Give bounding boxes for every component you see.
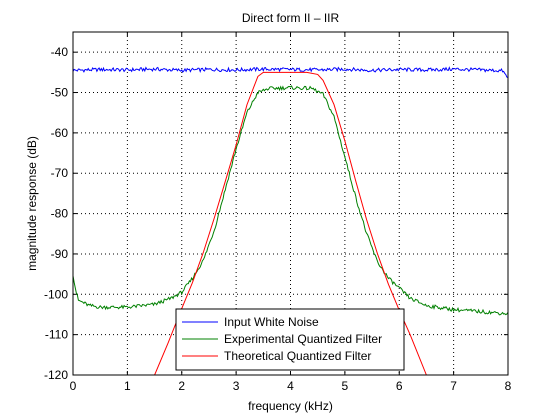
legend-label: Input White Noise [224,315,319,329]
axes: 0 1 2 3 4 5 6 7 8-40-50-60-70-80-90-100-110-120 … [44,31,512,393]
plot-border [72,31,509,376]
x-tick-label: 3 [233,379,240,393]
x-tick-label: 5 [342,379,349,393]
legend-label: Experimental Quantized Filter [224,332,382,346]
x-tick-label: 0 [70,379,77,393]
y-tick-label: -80 [51,207,69,221]
x-tick-label: 4 [287,379,294,393]
grid [73,32,508,375]
x-tick-label: 8 [505,379,512,393]
y-tick-label: -110 [45,328,68,342]
y-tick-label: -100 [44,287,68,301]
ticks: 0 1 2 3 4 5 6 7 8 -40 -50 -60 -70 -80 -90 -100 -110 -120 [44,32,512,393]
y-tick-label: -40 [51,45,69,59]
y-axis-title: magnitude response (dB) [25,136,39,271]
legend: Input White Noise Experimental Quantized … [175,308,405,371]
y-tick-label: -90 [51,247,69,261]
y-tick-label: -120 [44,368,68,382]
legend-label: Theoretical Quantized Filter [224,349,371,363]
series-line-experimental [73,85,508,316]
legend-box [175,308,405,371]
series [73,66,508,375]
x-tick-label: 2 [178,379,185,393]
x-tick-label: 6 [396,379,403,393]
y-tick-label: -50 [51,86,69,100]
series-line-input-white-noise [73,66,508,79]
series-line-theoretical [154,71,427,375]
x-tick-label: 7 [450,379,457,393]
x-tick-label: 1 [124,379,131,393]
chart-title: Direct form II – IIR [242,11,340,25]
y-tick-label: -60 [51,126,69,140]
y-tick-label: -70 [51,166,69,180]
x-axis-title: frequency (kHz) [248,399,333,413]
